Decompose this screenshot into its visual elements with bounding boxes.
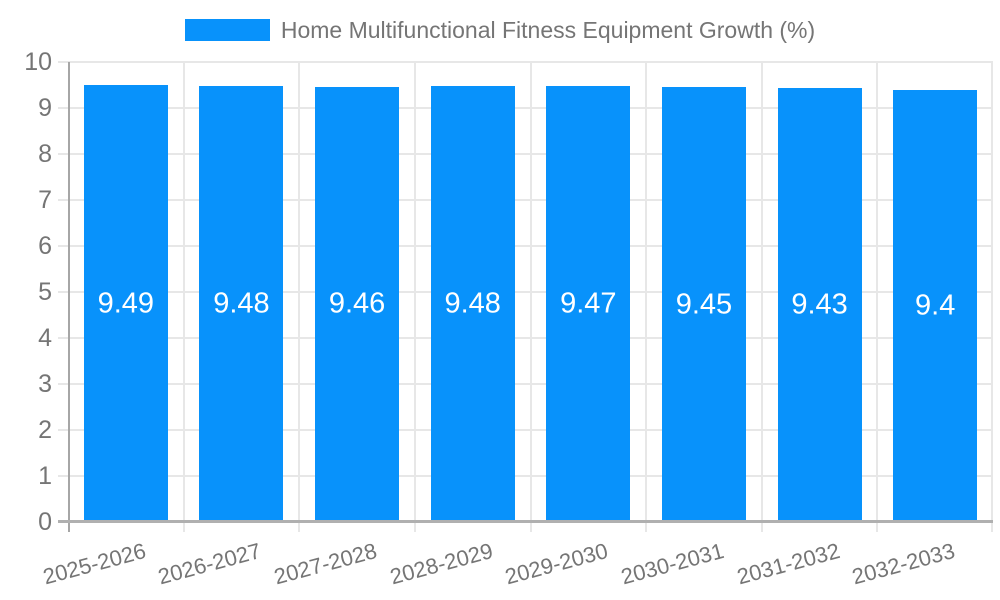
legend-series-label: Home Multifunctional Fitness Equipment G…: [280, 17, 816, 43]
bar-value-label: 9.46: [328, 287, 386, 320]
bar-value-label: 9.48: [444, 287, 501, 320]
gridline-vertical: [413, 62, 416, 532]
y-axis-line: [68, 62, 70, 532]
bar-slot: 9.43: [762, 62, 878, 522]
gridline-horizontal: [58, 61, 993, 63]
y-axis-tick-label: 0: [38, 508, 52, 536]
gridline-horizontal: [58, 199, 993, 201]
y-axis-tick-label: 6: [38, 232, 52, 260]
y-axis-tick-label: 3: [38, 370, 52, 398]
bar-value-label: 9.48: [213, 287, 270, 320]
y-axis-tick-label: 7: [38, 186, 52, 214]
gridline-horizontal: [58, 107, 993, 109]
plot-area: 9.49 9.48 9.46 9.48 9.47 9.45 9.43 9.4: [58, 61, 993, 532]
bar-slot: 9.49: [68, 62, 184, 522]
gridline-horizontal: [58, 383, 993, 385]
gridline-horizontal: [58, 245, 993, 247]
y-axis-tick-label: 1: [38, 462, 52, 490]
y-axis-tick-label: 4: [38, 324, 52, 352]
bar-slot: 9.45: [646, 62, 762, 522]
bar-slot: 9.4: [877, 62, 993, 522]
gridline-horizontal: [58, 153, 993, 155]
bar-2025-2026[interactable]: 9.49: [83, 85, 168, 522]
legend-swatch: [184, 19, 270, 41]
y-axis-tick-label: 9: [38, 94, 52, 122]
bar-value-label: 9.4: [915, 289, 956, 322]
gridline-vertical: [182, 62, 185, 532]
bar-value-label: 9.49: [97, 287, 155, 320]
bar-2028-2029[interactable]: 9.48: [430, 85, 515, 522]
legend[interactable]: Home Multifunctional Fitness Equipment G…: [0, 16, 1000, 44]
y-axis-tick-label: 2: [38, 416, 52, 444]
bar-slot: 9.48: [415, 62, 531, 522]
gridline-vertical: [876, 62, 879, 532]
gridline-vertical: [645, 62, 648, 532]
bar-2026-2027[interactable]: 9.48: [199, 85, 284, 522]
bar-2030-2031[interactable]: 9.45: [661, 87, 746, 522]
bar-2027-2028[interactable]: 9.46: [315, 86, 400, 522]
bar-slot: 9.46: [299, 62, 415, 522]
bar-value-label: 9.45: [675, 288, 733, 321]
x-axis-baseline: [58, 520, 993, 523]
bar-slot: 9.48: [184, 62, 300, 522]
bar-slot: 9.47: [531, 62, 647, 522]
gridline-vertical: [991, 62, 993, 532]
gridline-horizontal: [58, 475, 993, 477]
y-axis-tick-label: 10: [24, 48, 52, 76]
gridline-vertical: [760, 62, 763, 532]
gridline-horizontal: [58, 291, 993, 293]
gridline-horizontal: [58, 337, 993, 339]
gridline-horizontal: [58, 429, 993, 431]
y-axis-tick-label: 8: [38, 140, 52, 168]
bar-value-label: 9.47: [560, 287, 617, 320]
bar-2032-2033[interactable]: 9.4: [893, 89, 978, 522]
y-axis-tick-label: 5: [38, 278, 52, 306]
bar-2031-2032[interactable]: 9.43: [777, 88, 862, 522]
gridline-vertical: [529, 62, 532, 532]
bar-2029-2030[interactable]: 9.47: [546, 86, 631, 522]
gridline-vertical: [298, 62, 301, 532]
bar-value-label: 9.43: [791, 288, 848, 321]
